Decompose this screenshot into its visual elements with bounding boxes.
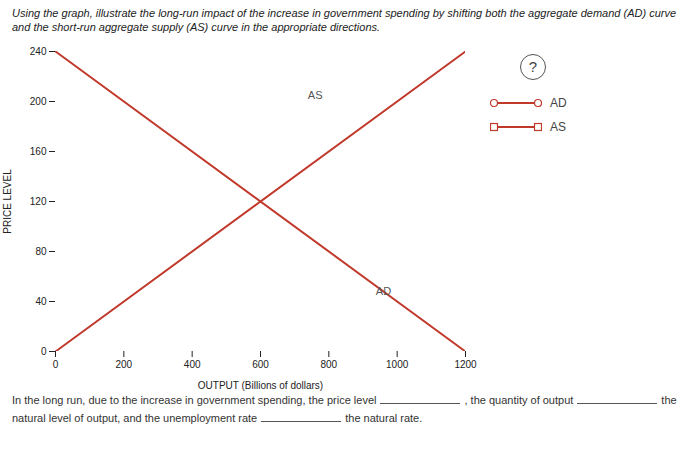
html-text:AS: AS <box>550 120 566 134</box>
svg-text:0: 0 <box>53 359 59 370</box>
svg-text:240: 240 <box>30 46 47 57</box>
svg-text:40: 40 <box>35 296 47 307</box>
html-text:natural level of output, and t: natural level of output, and the unemplo… <box>12 412 258 424</box>
html-text:In the long run, due to the in: In the long run, due to the increase in … <box>12 394 377 406</box>
svg-text:200: 200 <box>30 96 47 107</box>
svg-text:120: 120 <box>30 196 47 207</box>
html-text:the natural rate.: the natural rate. <box>345 412 423 424</box>
html-text:the: the <box>661 394 677 406</box>
svg-text:AS: AS <box>308 89 323 101</box>
svg-text:1200: 1200 <box>454 359 477 370</box>
svg-text:160: 160 <box>30 146 47 157</box>
svg-text:PRICE LEVEL: PRICE LEVEL <box>2 169 13 234</box>
svg-text:800: 800 <box>320 359 337 370</box>
svg-text:200: 200 <box>115 359 132 370</box>
html-text:AD: AD <box>550 96 567 110</box>
html-text:, the quantity of output: , the quantity of output <box>464 394 574 406</box>
svg-text:80: 80 <box>35 246 47 257</box>
svg-text:AD: AD <box>376 285 391 297</box>
svg-text:1000: 1000 <box>386 359 409 370</box>
html-text:Using the graph, illustrate th: Using the graph, illustrate the long-run… <box>12 7 677 33</box>
svg-text:600: 600 <box>252 359 269 370</box>
svg-text:0: 0 <box>41 346 47 357</box>
svg-text:400: 400 <box>184 359 201 370</box>
svg-text:OUTPUT (Billions of dollars): OUTPUT (Billions of dollars) <box>198 380 323 391</box>
